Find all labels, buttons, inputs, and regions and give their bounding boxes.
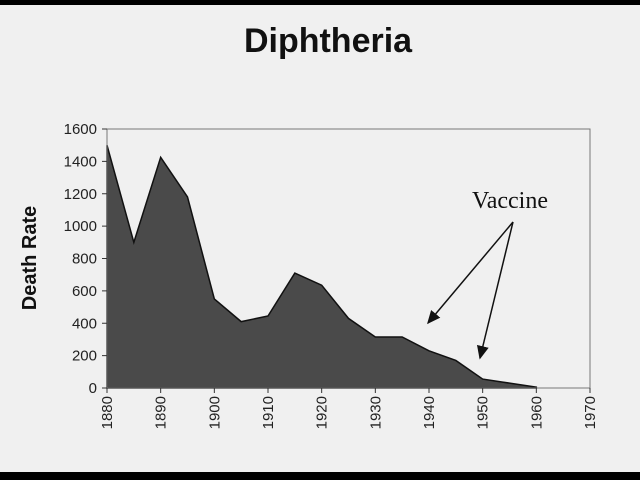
x-tick-label: 1940 [421,396,438,429]
x-tick-label: 1920 [314,396,331,429]
annotation: Vaccine [472,188,548,214]
y-tick-label: 200 [72,348,97,365]
x-tick-label: 1960 [528,396,545,429]
y-tick-label: 1000 [64,218,97,235]
y-tick-label: 400 [72,315,97,332]
x-tick-label: 1890 [153,396,170,429]
x-tick-label: 1910 [260,396,277,429]
x-tick-label: 1950 [475,396,492,429]
area [106,144,538,389]
x-tick-label: 1930 [367,396,384,429]
y-tick-label: 1600 [64,121,97,138]
chart-title: Diphtheria [244,22,413,60]
x-tick-label: 1880 [99,396,116,429]
y-tick-label: 0 [89,380,97,397]
y-tick-label: 600 [72,283,97,300]
annotation-arrow [427,221,514,325]
x-tick-label: 1970 [582,396,599,429]
x-tick-label: 1900 [206,396,223,429]
y-tick-label: 1400 [64,153,97,170]
annotation-arrow [476,221,514,360]
y-tick-label: 800 [72,251,97,268]
y-axis-label: Death Rate [19,206,41,310]
y-tick-label: 1200 [64,186,97,203]
